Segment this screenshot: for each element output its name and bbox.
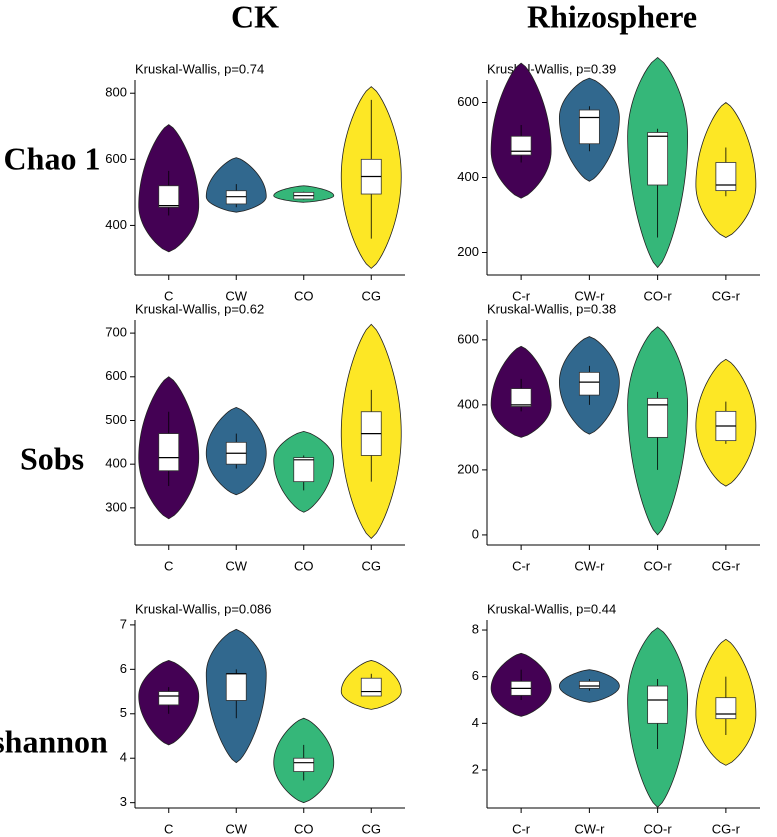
box (225, 673, 247, 701)
annotation: Kruskal-Wallis, p=0.74 (135, 61, 264, 76)
annotation: Kruskal-Wallis, p=0.39 (487, 61, 616, 76)
x-tick-label: CO-r (644, 821, 673, 836)
x-tick-label: CO (294, 821, 314, 836)
y-tick-label: 2 (472, 761, 479, 776)
y-tick-label: 400 (457, 169, 479, 184)
annotation: Kruskal-Wallis, p=0.44 (487, 601, 616, 616)
y-tick-label: 4 (472, 715, 479, 730)
row-label: shannon (0, 723, 108, 759)
y-tick-label: 7 (120, 616, 127, 631)
box (647, 685, 669, 724)
x-tick-label: C (164, 821, 173, 836)
y-tick-label: 6 (472, 668, 479, 683)
box (293, 457, 315, 483)
y-tick-label: 3 (120, 794, 127, 809)
y-tick-label: 300 (105, 499, 127, 514)
box (360, 677, 382, 697)
column-title: Rhizosphere (527, 0, 697, 34)
y-tick-label: 600 (457, 94, 479, 109)
box (715, 162, 737, 192)
box (293, 757, 315, 772)
y-tick-label: 600 (457, 331, 479, 346)
y-tick-label: 200 (457, 244, 479, 259)
x-tick-label: CG-r (712, 288, 741, 303)
box (158, 691, 180, 706)
box (158, 433, 180, 472)
y-tick-label: 400 (105, 217, 127, 232)
y-tick-label: 400 (457, 396, 479, 411)
y-tick-label: 400 (105, 456, 127, 471)
x-tick-label: CW (225, 288, 247, 303)
row-label: Sobs (20, 440, 84, 476)
box (578, 680, 600, 689)
x-tick-label: C-r (512, 558, 531, 573)
y-tick-label: 700 (105, 325, 127, 340)
y-tick-label: 500 (105, 412, 127, 427)
x-tick-label: CW (225, 558, 247, 573)
annotation: Kruskal-Wallis, p=0.38 (487, 301, 616, 316)
x-tick-label: C-r (512, 288, 531, 303)
box (225, 190, 247, 205)
x-tick-label: CG-r (712, 821, 741, 836)
y-tick-label: 600 (105, 151, 127, 166)
y-tick-label: 200 (457, 461, 479, 476)
y-tick-label: 8 (472, 621, 479, 636)
x-tick-label: CG (362, 558, 382, 573)
x-tick-label: CW-r (574, 288, 605, 303)
x-tick-label: C (164, 288, 173, 303)
x-tick-label: CW-r (574, 821, 605, 836)
x-tick-label: CW (225, 821, 247, 836)
y-tick-label: 5 (120, 705, 127, 720)
y-tick-label: 800 (105, 85, 127, 100)
x-tick-label: C (164, 558, 173, 573)
y-tick-label: 0 (472, 526, 479, 541)
box (158, 185, 180, 208)
box (578, 109, 600, 145)
annotation: Kruskal-Wallis, p=0.086 (135, 601, 271, 616)
x-tick-label: CW-r (574, 558, 605, 573)
x-tick-label: CO (294, 288, 314, 303)
row-label: Chao 1 (4, 140, 101, 176)
x-tick-label: CG-r (712, 558, 741, 573)
y-tick-label: 4 (120, 750, 127, 765)
box (510, 135, 532, 156)
x-tick-label: CO (294, 558, 314, 573)
box (510, 388, 532, 407)
x-tick-label: C-r (512, 821, 531, 836)
y-tick-label: 6 (120, 661, 127, 676)
box (578, 371, 600, 396)
x-tick-label: CG (362, 288, 382, 303)
box (647, 397, 669, 438)
box (647, 132, 669, 186)
box (715, 697, 737, 720)
column-title: CK (231, 0, 279, 34)
x-tick-label: CO-r (644, 558, 673, 573)
x-tick-label: CO-r (644, 288, 673, 303)
x-tick-label: CG (362, 821, 382, 836)
y-tick-label: 600 (105, 368, 127, 383)
annotation: Kruskal-Wallis, p=0.62 (135, 301, 264, 316)
